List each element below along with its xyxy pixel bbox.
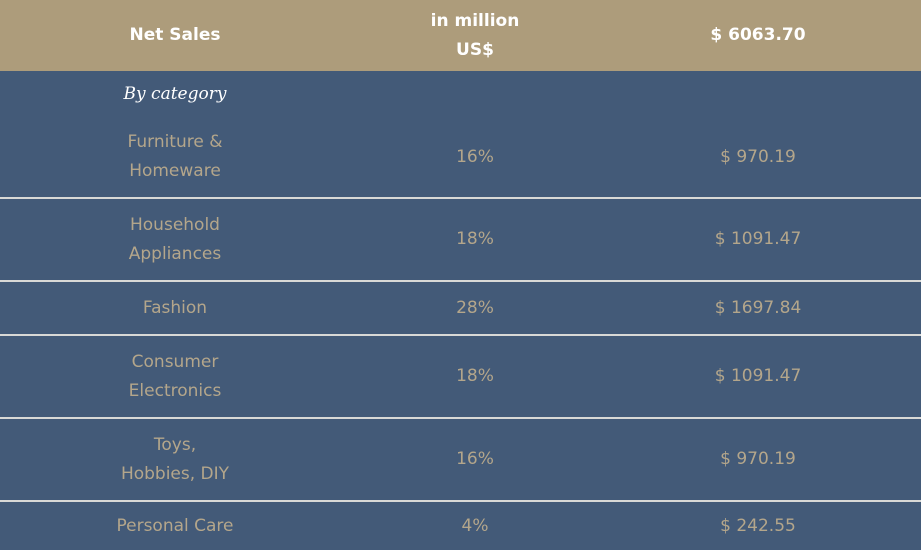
table-header: Net Sales in million US$ $ 6063.70 [0,0,921,71]
header-title: Net Sales [129,25,221,45]
row-category: Consumer Electronics [128,351,222,401]
row-category: Fashion [142,297,208,318]
row-amount: $ 1091.47 [714,229,802,249]
row-category: Household Appliances [128,214,222,264]
row-divider [0,334,921,336]
header-unit-line1: in million [430,10,520,31]
table-row: Toys, Hobbies, DIY 16% $ 970.19 [0,419,921,500]
row-amount: $ 242.55 [720,515,796,536]
category-subheading: By category [123,84,227,104]
row-divider [0,197,921,199]
row-share: 18% [456,229,494,249]
table-row: Fashion 28% $ 1697.84 [0,282,921,334]
row-category: Toys, Hobbies, DIY [120,434,230,484]
header-total: $ 6063.70 [710,25,806,45]
row-amount: $ 970.19 [720,146,796,167]
row-category: Personal Care [116,515,234,536]
row-share: 28% [456,297,494,318]
row-divider [0,500,921,502]
table-row: Personal Care 4% $ 242.55 [0,502,921,550]
row-share: 4% [461,515,489,536]
header-unit: in million US$ [305,0,645,71]
header-unit-line2: US$ [456,39,494,60]
row-divider [0,280,921,282]
row-share: 18% [456,366,494,386]
row-category: Furniture & Homeware [127,132,223,181]
table-row: Consumer Electronics 18% $ 1091.47 [0,336,921,417]
table-row: Household Appliances 18% $ 1091.47 [0,199,921,280]
row-divider [0,417,921,419]
row-amount: $ 1091.47 [714,366,802,386]
row-amount: $ 1697.84 [714,297,802,318]
row-amount: $ 970.19 [720,449,796,469]
table-row: Furniture & Homeware 16% $ 970.19 [0,117,921,197]
row-share: 16% [456,449,494,469]
row-share: 16% [456,146,494,167]
